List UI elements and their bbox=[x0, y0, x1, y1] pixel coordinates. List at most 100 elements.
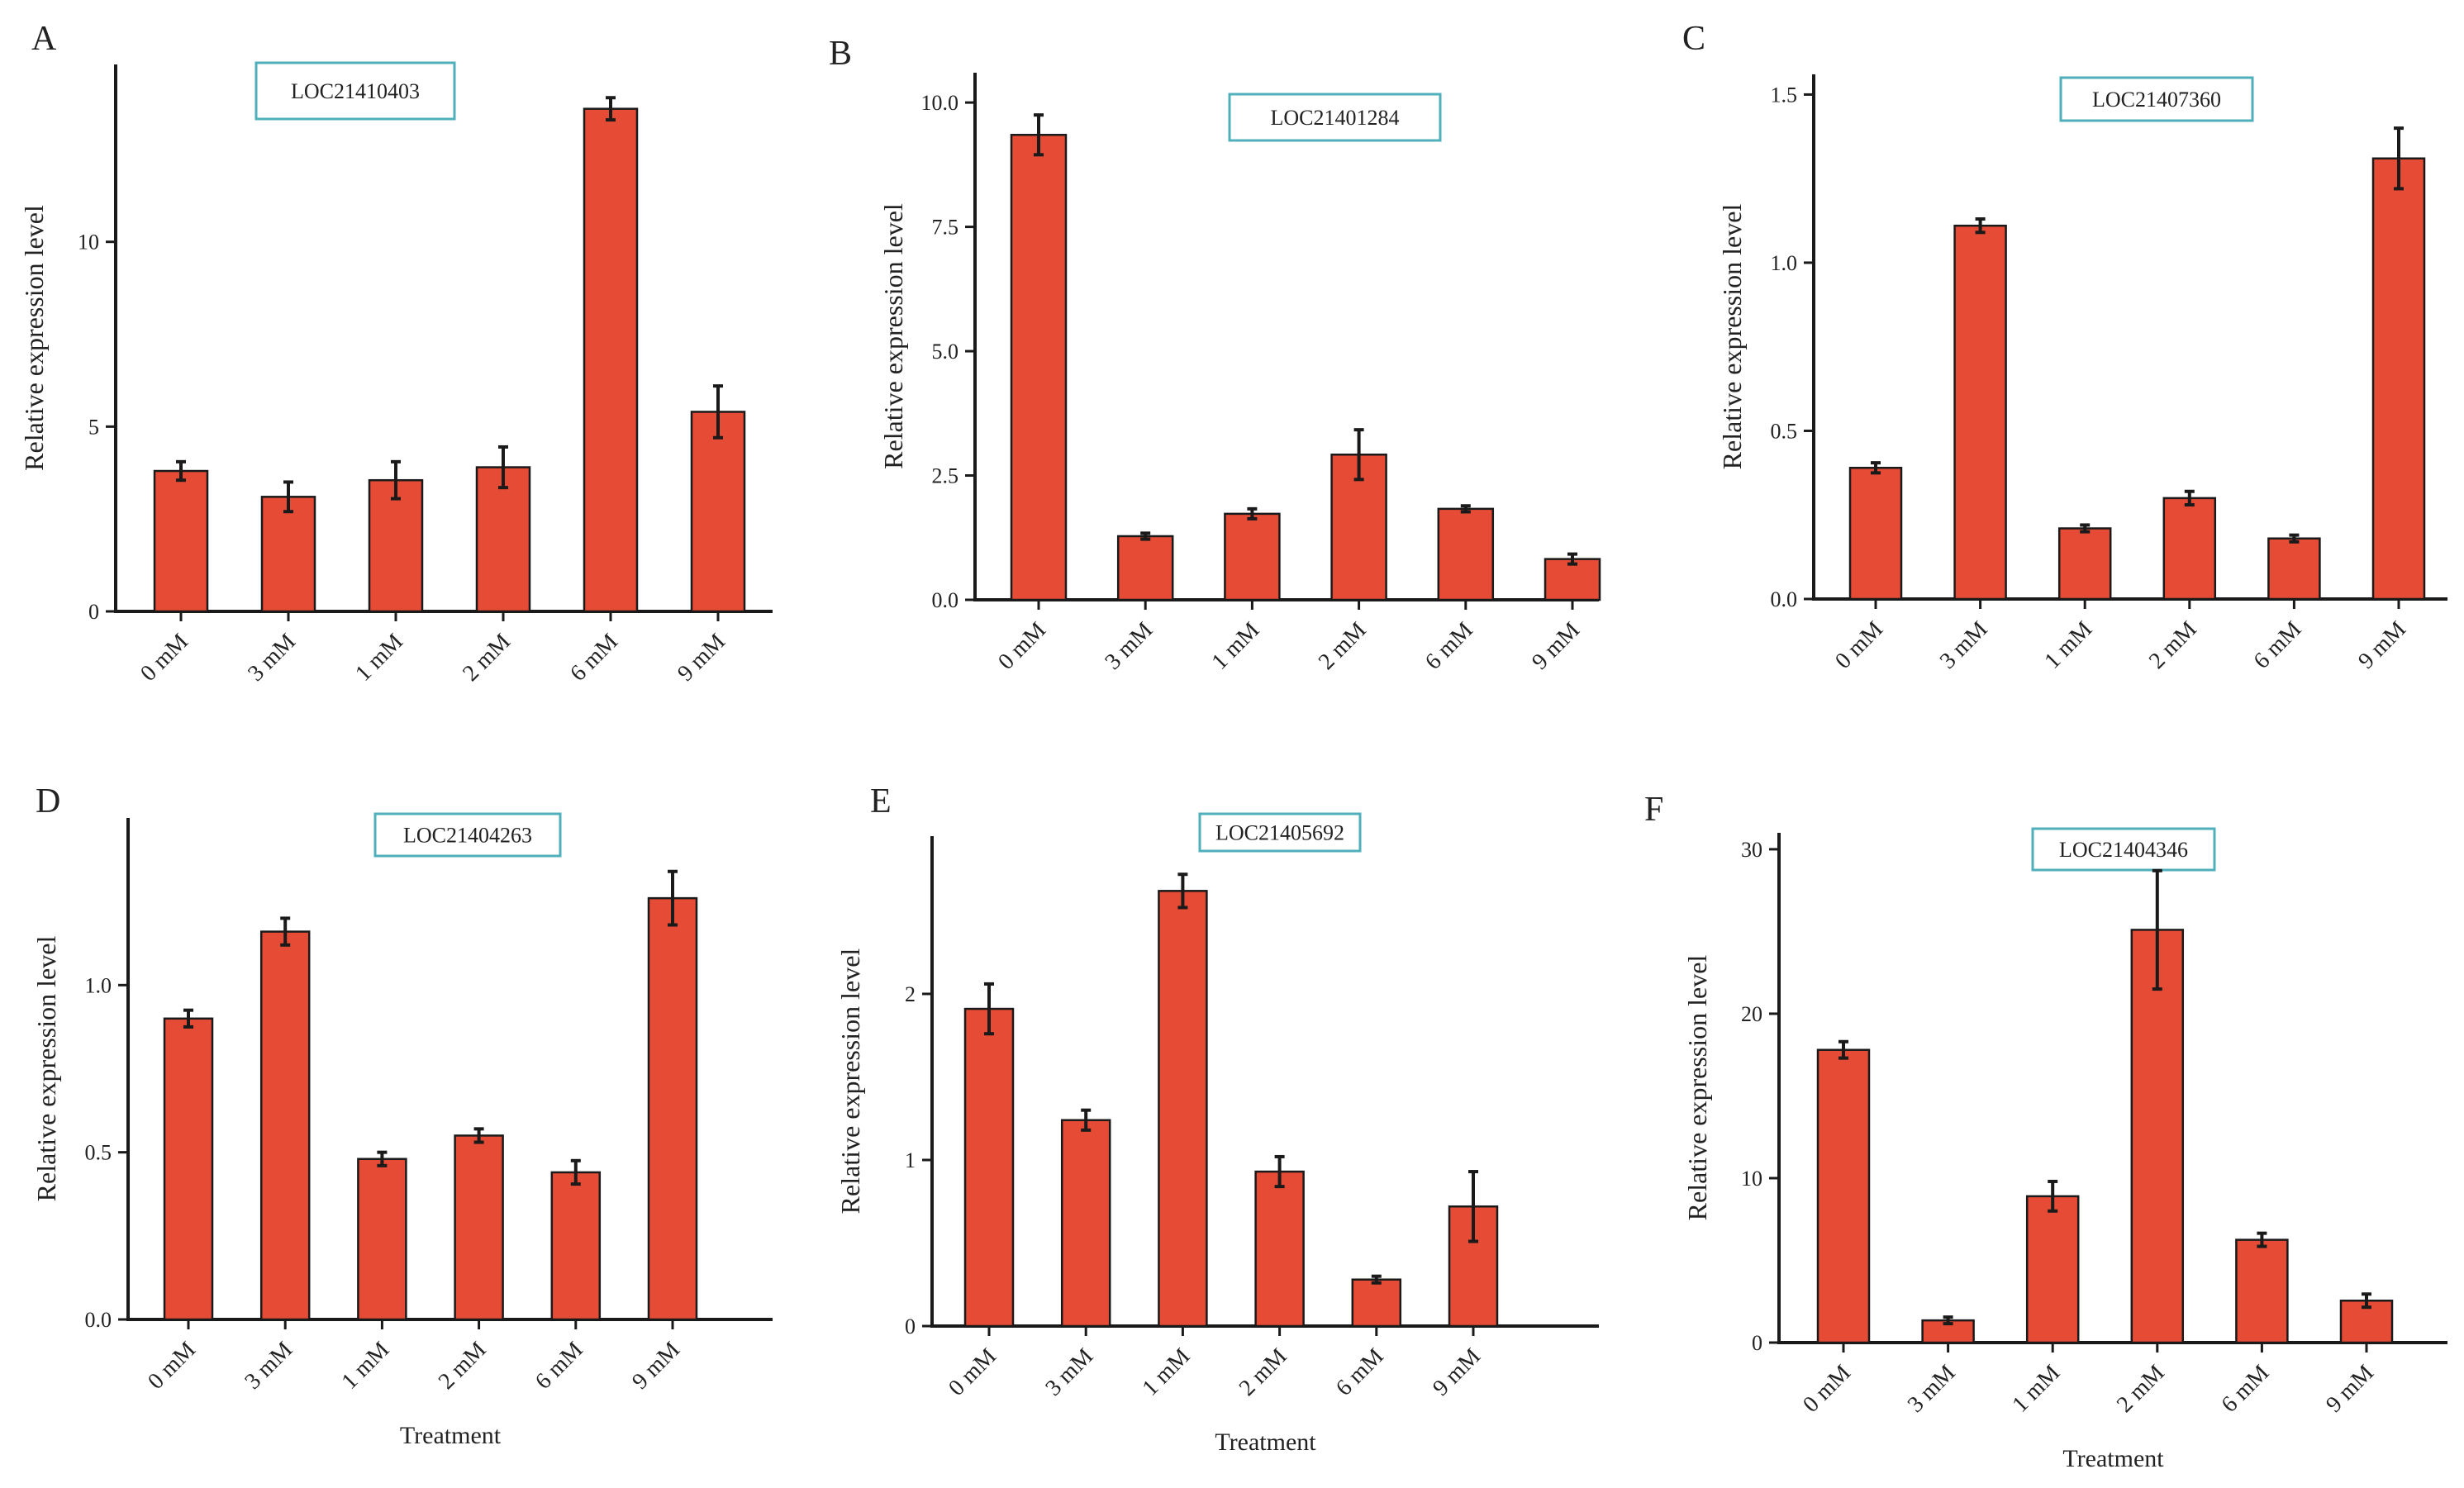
x-tick-label: 3 mM bbox=[1903, 1360, 1961, 1418]
x-axis-label: Treatment bbox=[400, 1422, 502, 1449]
error-bar bbox=[1567, 552, 1577, 566]
x-tick-label: 1 mM bbox=[337, 1337, 395, 1395]
bar bbox=[454, 1134, 504, 1321]
x-tick-label: 0 mM bbox=[993, 617, 1051, 675]
error-bar bbox=[713, 384, 723, 440]
x-tick-label: 2 mM bbox=[434, 1337, 492, 1395]
x-tick-label: 9 mM bbox=[1428, 1343, 1486, 1401]
error-bar bbox=[1838, 1039, 1848, 1060]
y-tick-label: 10.0 bbox=[921, 91, 959, 115]
panel-label: F bbox=[1644, 791, 1663, 829]
y-tick-label: 0 bbox=[88, 600, 99, 624]
x-tick-label: 1 mM bbox=[2039, 616, 2097, 674]
x-tick-label: 2 mM bbox=[1234, 1343, 1292, 1401]
error-bar bbox=[1871, 461, 1881, 475]
error-bar bbox=[2257, 1231, 2267, 1248]
panel-e: E LOC21405692 0 1 2 Relative expression level… bbox=[835, 782, 1599, 1456]
y-tick-label: 2.5 bbox=[932, 464, 959, 488]
bar bbox=[2371, 157, 2426, 601]
x-tick-label: 6 mM bbox=[2249, 616, 2307, 674]
error-bar bbox=[2080, 523, 2091, 534]
error-bar bbox=[1353, 428, 1364, 482]
error-bar bbox=[176, 459, 186, 483]
error-bar bbox=[1975, 217, 1986, 235]
y-axis-label: Relative expression level bbox=[31, 936, 61, 1202]
y-tick-label: 0.0 bbox=[1771, 587, 1798, 611]
bar bbox=[1816, 1048, 1871, 1344]
bar bbox=[1116, 535, 1174, 601]
y-axis-label: Relative expression level bbox=[835, 948, 865, 1215]
x-tick-label: 9 mM bbox=[1527, 617, 1585, 675]
bar bbox=[475, 466, 531, 613]
error-bar bbox=[280, 916, 291, 947]
error-bar bbox=[1460, 504, 1471, 514]
x-axis-label: Treatment bbox=[2062, 1445, 2164, 1472]
gene-label-box bbox=[373, 812, 562, 858]
x-tick-label: 6 mM bbox=[1331, 1343, 1389, 1401]
bar bbox=[1158, 890, 1208, 1328]
bar bbox=[550, 1171, 602, 1321]
error-bar bbox=[183, 1008, 193, 1029]
gene-label-box bbox=[254, 61, 456, 121]
bar bbox=[1224, 512, 1281, 601]
gene-label-box bbox=[2031, 827, 2216, 872]
error-bar bbox=[606, 96, 616, 122]
error-bar bbox=[984, 982, 994, 1036]
x-tick-label: 1 mM bbox=[350, 629, 408, 687]
x-tick-label: 0 mM bbox=[1798, 1360, 1856, 1418]
error-bar bbox=[2184, 489, 2195, 507]
y-tick-label: 0 bbox=[905, 1314, 916, 1338]
y-axis-label: Relative expression level bbox=[878, 203, 908, 469]
panel-f: F LOC21404346 0 10 20 30 Relative expression l… bbox=[1644, 791, 2447, 1472]
y-tick-label: 1 bbox=[905, 1148, 916, 1172]
panel-label: A bbox=[31, 20, 57, 58]
bar bbox=[647, 896, 698, 1321]
bar bbox=[2130, 929, 2185, 1344]
x-tick-label: 6 mM bbox=[1420, 617, 1478, 675]
y-tick-label: 1.5 bbox=[1771, 83, 1798, 107]
error-bar bbox=[2152, 868, 2162, 991]
gene-label: LOC21404263 bbox=[403, 824, 532, 848]
panel-a: A LOC21410403 0 5 10 Relative expression leve… bbox=[19, 20, 773, 687]
gene-label: LOC21407360 bbox=[2092, 88, 2221, 112]
bar bbox=[583, 107, 639, 613]
gene-label: LOC21401284 bbox=[1271, 106, 1400, 130]
gene-label-box bbox=[1198, 812, 1362, 853]
x-tick-label: 9 mM bbox=[627, 1337, 685, 1395]
gene-label-box bbox=[2059, 76, 2254, 122]
error-bar bbox=[2362, 1292, 2371, 1310]
x-tick-label: 6 mM bbox=[530, 1337, 588, 1395]
gene-label: LOC21404346 bbox=[2059, 838, 2188, 862]
bar bbox=[690, 411, 746, 613]
y-tick-label: 0.0 bbox=[932, 588, 959, 612]
error-bar bbox=[1081, 1108, 1092, 1132]
x-tick-label: 3 mM bbox=[1040, 1343, 1098, 1401]
panel-label: B bbox=[829, 35, 852, 73]
panel-c: C LOC21407360 0.0 0.5 1.0 1.5 Relative express… bbox=[1682, 20, 2447, 674]
bar bbox=[2025, 1195, 2080, 1344]
x-tick-label: 0 mM bbox=[143, 1337, 201, 1395]
bar bbox=[153, 469, 209, 613]
error-bar bbox=[498, 444, 508, 490]
x-tick-label: 3 mM bbox=[1100, 617, 1158, 675]
y-tick-label: 10 bbox=[1741, 1167, 1762, 1191]
y-tick-label: 0.5 bbox=[85, 1141, 112, 1165]
x-tick-label: 3 mM bbox=[243, 629, 301, 687]
x-axis-label: Treatment bbox=[1215, 1429, 1316, 1456]
error-bar bbox=[1247, 506, 1258, 521]
error-bar bbox=[2289, 533, 2300, 544]
y-tick-label: 1.0 bbox=[1771, 251, 1798, 275]
y-tick-label: 1.0 bbox=[85, 973, 112, 997]
x-tick-label: 0 mM bbox=[944, 1343, 1001, 1401]
y-tick-label: 0 bbox=[1752, 1331, 1762, 1355]
gene-label: LOC21405692 bbox=[1215, 821, 1344, 845]
y-tick-label: 30 bbox=[1741, 838, 1762, 862]
error-bar bbox=[473, 1127, 484, 1144]
bar bbox=[1254, 1170, 1305, 1328]
panel-label: E bbox=[870, 782, 892, 820]
y-axis-label: Relative expression level bbox=[19, 205, 49, 471]
panel-label: D bbox=[36, 782, 60, 820]
bar bbox=[163, 1017, 214, 1321]
bar bbox=[963, 1007, 1015, 1328]
